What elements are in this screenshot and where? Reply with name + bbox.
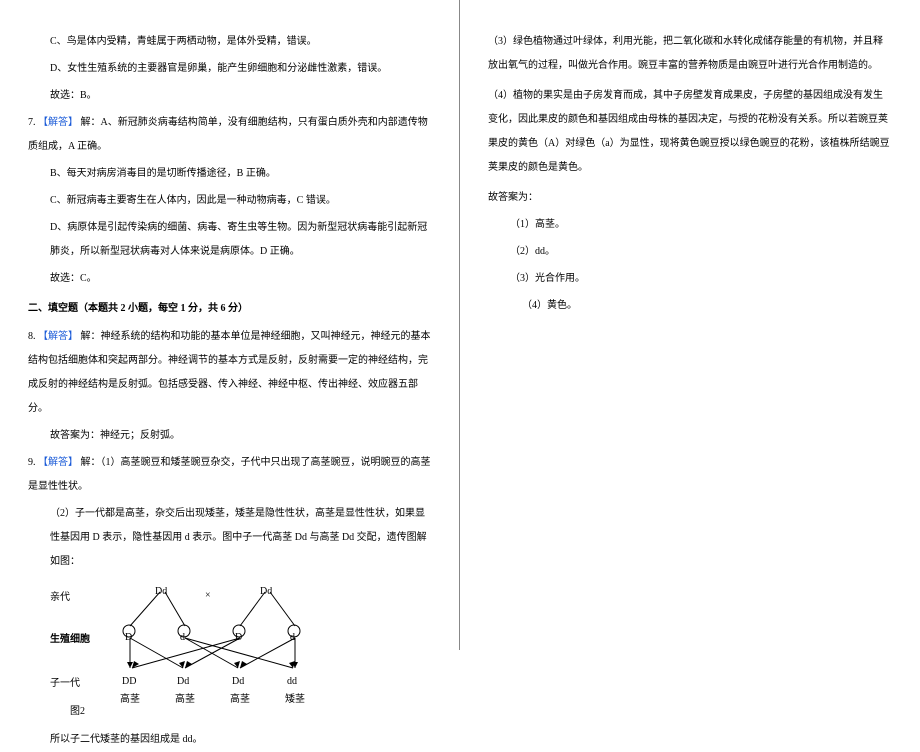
text-line: 故选：B。 — [28, 84, 431, 108]
answer-tag: 【解答】 — [38, 331, 78, 342]
diagram-lines — [50, 580, 350, 710]
text-line: 所以子二代矮茎的基因组成是 dd。 — [28, 728, 431, 752]
text-line: C、新冠病毒主要寄生在人体内，因此是一种动物病毒，C 错误。 — [28, 189, 431, 213]
text-line: B、每天对病房消毒目的是切断传播途径，B 正确。 — [28, 162, 431, 186]
text: 解：A、新冠肺炎病毒结构简单，没有细胞结构，只有蛋白质外壳和内部遗传物质组成，A… — [28, 117, 428, 152]
answer-tag: 【解答】 — [38, 457, 78, 468]
text: 解：（1）高茎豌豆和矮茎豌豆杂交，子代中只出现了高茎豌豆，说明豌豆的高茎是显性性… — [28, 457, 431, 492]
q-number: 7. — [28, 117, 36, 128]
text-line: 故选：C。 — [28, 267, 431, 291]
question-8: 8. 【解答】 解：神经系统的结构和功能的基本单位是神经细胞，又叫神经元，神经元… — [28, 325, 431, 421]
q-number: 9. — [28, 457, 36, 468]
q-number: 8. — [28, 331, 36, 342]
answer-tag: 【解答】 — [38, 117, 78, 128]
text-line: 故答案为： — [488, 186, 892, 210]
section-heading: 二、填空题（本题共 2 小题，每空 1 分，共 6 分） — [28, 297, 431, 321]
answer-item: （1）高茎。 — [488, 213, 892, 237]
left-column: C、鸟是体内受精，青蛙属于两栖动物，是体外受精，错误。 D、女性生殖系统的主要器… — [0, 0, 460, 650]
answer-item: （3）光合作用。 — [488, 267, 892, 291]
text-line: D、女性生殖系统的主要器官是卵巢，能产生卵细胞和分泌雌性激素，错误。 — [28, 57, 431, 81]
text-line: （4）植物的果实是由子房发育而成，其中子房壁发育成果皮，子房壁的基因组成没有发生… — [488, 84, 892, 180]
answer-item: （4）黄色。 — [488, 294, 892, 318]
text-line: D、病原体是引起传染病的细菌、病毒、寄生虫等生物。因为新型冠状病毒能引起新冠肺炎… — [28, 216, 431, 264]
text-line: （3）绿色植物通过叶绿体，利用光能，把二氧化碳和水转化成储存能量的有机物，并且释… — [488, 30, 892, 78]
text-line: 故答案为：神经元；反射弧。 — [28, 424, 431, 448]
question-9: 9. 【解答】 解：（1）高茎豌豆和矮茎豌豆杂交，子代中只出现了高茎豌豆，说明豌… — [28, 451, 431, 499]
question-7: 7. 【解答】 解：A、新冠肺炎病毒结构简单，没有细胞结构，只有蛋白质外壳和内部… — [28, 111, 431, 159]
text-line: （2）子一代都是高茎，杂交后出现矮茎，矮茎是隐性性状，高茎是显性性状，如果显性基… — [28, 502, 431, 574]
text-line: C、鸟是体内受精，青蛙属于两栖动物，是体外受精，错误。 — [28, 30, 431, 54]
genetics-diagram: 亲代 生殖细胞 子一代 图2 Dd × Dd D d D d DD Dd Dd … — [50, 580, 431, 720]
answer-item: （2）dd。 — [488, 240, 892, 264]
text: 解：神经系统的结构和功能的基本单位是神经细胞，又叫神经元，神经元的基本结构包括细… — [28, 331, 431, 414]
right-column: （3）绿色植物通过叶绿体，利用光能，把二氧化碳和水转化成储存能量的有机物，并且释… — [460, 0, 920, 650]
